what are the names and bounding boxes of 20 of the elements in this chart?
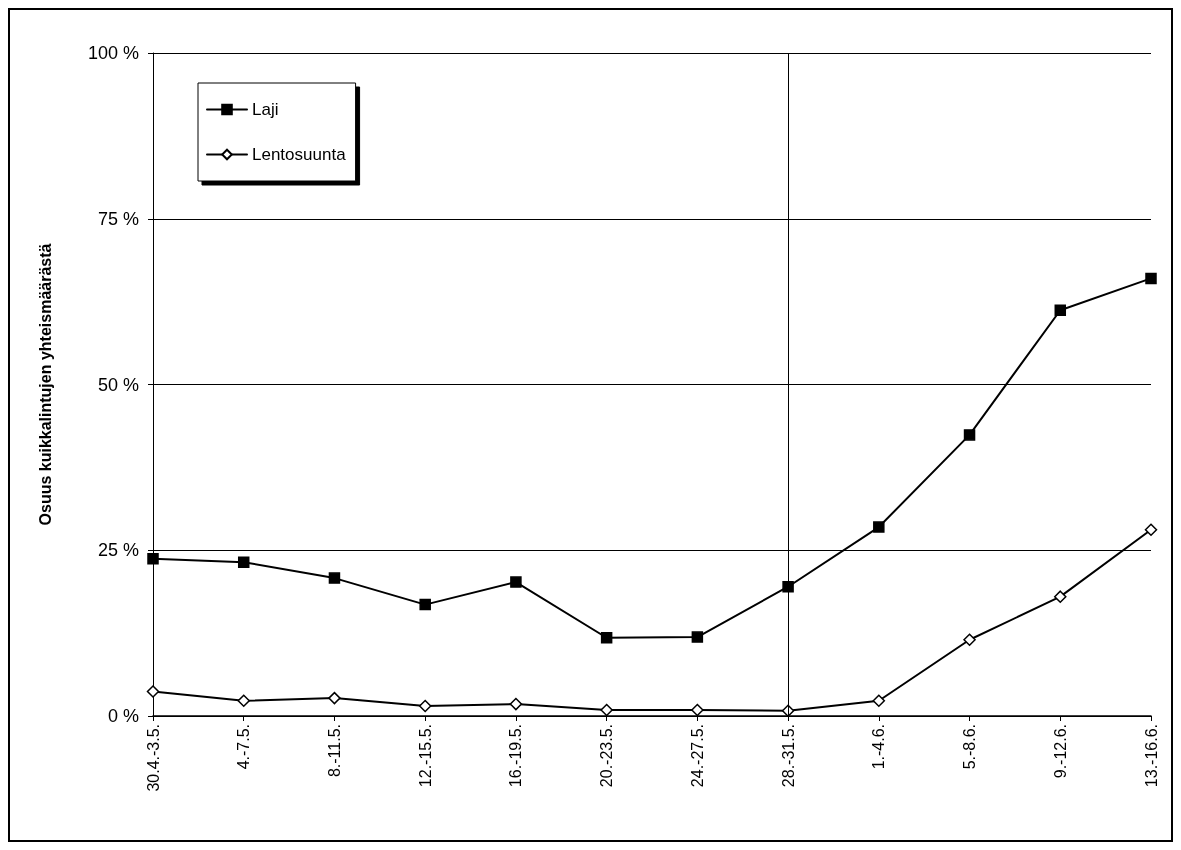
x-tick-label: 16.-19.5. bbox=[507, 724, 525, 788]
y-tick-label: 0 % bbox=[107, 706, 139, 726]
x-tick-label: 13.-16.6. bbox=[1142, 724, 1160, 788]
legend-label: Laji bbox=[252, 100, 279, 119]
x-tick-label: 5.-8.6. bbox=[961, 724, 979, 770]
x-tick-label: 24.-27.5. bbox=[688, 724, 706, 788]
x-tick-label: 8.-11.5. bbox=[325, 724, 343, 778]
x-tick-label: 30.4.-3.5. bbox=[144, 724, 162, 792]
x-tick-label: 9.-12.6. bbox=[1051, 724, 1069, 779]
x-tick-label: 12.-15.5. bbox=[416, 724, 434, 788]
x-tick-label: 4.-7.5. bbox=[235, 724, 253, 770]
x-tick-label: 28.-31.5. bbox=[779, 724, 797, 788]
y-axis-title: Osuus kuikkalintujen yhteismäärästä bbox=[36, 243, 54, 526]
x-tick-label: 20.-23.5. bbox=[598, 724, 616, 788]
y-tick-label: 100 % bbox=[87, 43, 139, 63]
y-tick-label: 50 % bbox=[97, 374, 139, 395]
x-tick-label: 1.-4.6. bbox=[870, 724, 888, 770]
y-tick-label: 75 % bbox=[97, 208, 139, 229]
y-tick-label: 25 % bbox=[97, 540, 139, 561]
legend-label: Lentosuunta bbox=[252, 145, 347, 164]
